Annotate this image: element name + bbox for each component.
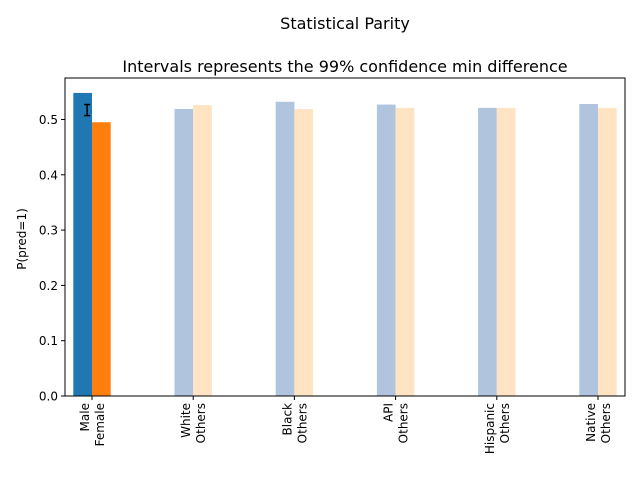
bar-api-3 — [376, 104, 396, 397]
y-tick-label: 0.5 — [39, 113, 58, 127]
x-tick-label-secondary: Others — [295, 403, 309, 443]
bar-white-1 — [174, 108, 194, 397]
y-axis-label: P(pred=1) — [15, 208, 29, 270]
bar-others-3 — [395, 107, 415, 396]
y-tick-label: 0.2 — [39, 279, 58, 293]
x-tick-label-secondary: Female — [93, 403, 107, 446]
bar-native-5 — [579, 103, 598, 396]
x-tick-label-primary: White — [179, 403, 193, 438]
bar-black-2 — [275, 101, 295, 396]
x-tick-label-secondary: Others — [397, 403, 411, 443]
bar-others-5 — [598, 107, 617, 396]
bar-others-2 — [294, 108, 314, 397]
chart-suptitle: Statistical Parity — [280, 14, 410, 33]
bar-hispanic-4 — [478, 107, 497, 396]
bar-female-0 — [92, 122, 111, 397]
y-tick-label: 0.1 — [39, 334, 58, 348]
y-tick-label: 0.4 — [39, 168, 58, 182]
y-tick-label: 0.0 — [39, 390, 58, 404]
bar-others-4 — [496, 107, 516, 396]
plot-frame — [64, 77, 626, 397]
y-axis: 0.0 0.1 0.2 0.3 0.4 0.5 — [39, 113, 65, 404]
x-tick-label-secondary: Others — [498, 403, 512, 443]
bar-others-1 — [193, 105, 212, 397]
bars-layer — [73, 92, 617, 397]
x-tick-label-secondary: Others — [599, 403, 613, 443]
x-tick-label-primary: API — [382, 403, 396, 422]
x-tick-label-primary: Black — [280, 403, 294, 436]
x-tick-label-primary: Native — [584, 403, 598, 442]
x-tick-label-secondary: Others — [194, 403, 208, 443]
y-tick-label: 0.3 — [39, 224, 58, 238]
x-tick-label-primary: Male — [78, 403, 92, 431]
bar-male-0 — [73, 92, 92, 396]
x-tick-label-primary: Hispanic — [483, 403, 497, 454]
chart-title: Intervals represents the 99% confidence … — [122, 57, 567, 76]
intervals-layer — [84, 103, 91, 117]
x-axis: Male Female White Others Black Others API Other… — [78, 396, 613, 454]
